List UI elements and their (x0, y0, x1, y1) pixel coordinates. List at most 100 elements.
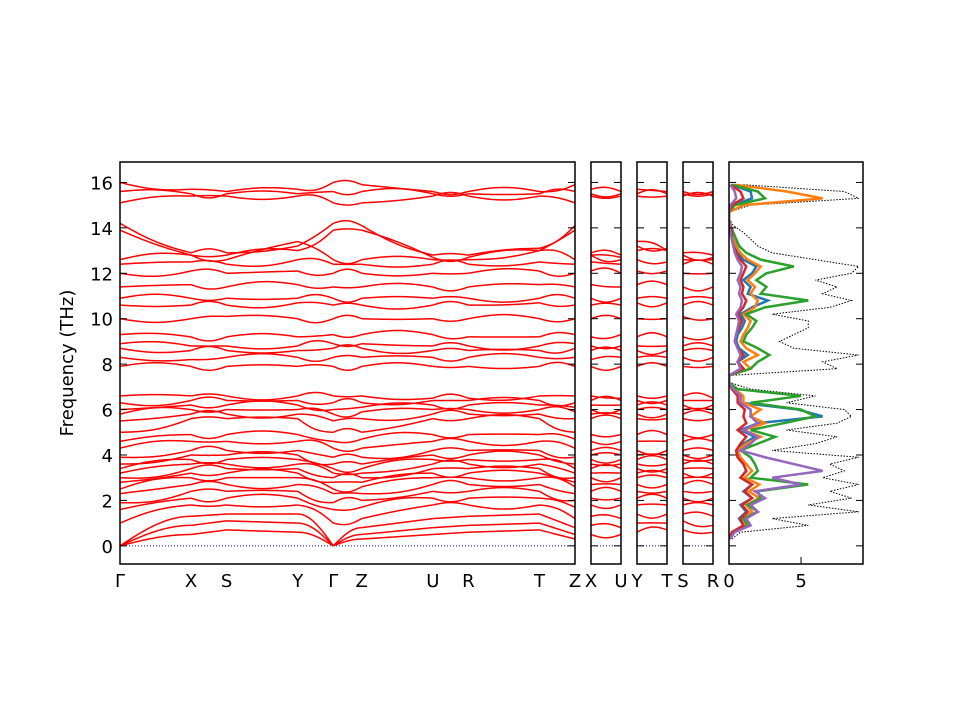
band-curve (468, 401, 540, 406)
band-curve (468, 193, 540, 196)
band-curve (226, 430, 298, 436)
band-curve (637, 395, 667, 400)
band-curve (226, 413, 298, 419)
band-curve (120, 454, 192, 465)
band-curve (120, 504, 192, 524)
band-curve (190, 315, 227, 320)
band-curve (432, 286, 469, 292)
band-curve (637, 355, 667, 359)
x-tick-label: Γ (115, 571, 125, 592)
band-curve (297, 467, 334, 479)
band-curve (226, 332, 298, 338)
band-curve (468, 249, 540, 261)
band-curve (683, 458, 713, 462)
band-curve (332, 365, 363, 372)
band-curve (468, 313, 540, 320)
band-curve (120, 404, 192, 411)
band-curve (361, 295, 433, 300)
band-curve (361, 533, 433, 540)
band-curve (637, 195, 667, 198)
band-curve (190, 336, 227, 342)
band-curve (226, 240, 298, 261)
band-curve (226, 489, 298, 493)
band-curve (226, 258, 298, 268)
band-curve (539, 449, 575, 459)
band-curve (332, 533, 362, 547)
band-curve (333, 406, 362, 411)
band-curve (361, 413, 433, 422)
band-curve (591, 433, 621, 438)
band-curve (333, 354, 362, 359)
band-curve (683, 251, 713, 256)
band-curve (120, 361, 192, 368)
band-curve (539, 261, 575, 265)
band-curve (432, 472, 469, 478)
band-curve (683, 479, 713, 486)
band-curve (226, 416, 298, 420)
band-curve (468, 458, 540, 462)
band-curve (637, 469, 667, 474)
band-curve (432, 515, 469, 520)
band-curve (432, 190, 469, 196)
band-curve (591, 483, 621, 486)
band-curve (190, 248, 227, 254)
band-curve (226, 297, 298, 301)
band-curve (637, 454, 667, 461)
band-curve (683, 501, 713, 506)
band-curve (539, 413, 575, 420)
band-curve (637, 483, 667, 489)
band-panel-frame (119, 161, 576, 565)
band-curve (120, 332, 192, 338)
y-tick-label: 14 (90, 219, 113, 240)
band-curve (190, 283, 227, 290)
band-curve (120, 270, 192, 278)
dos-x-tick-label: 0 (723, 571, 734, 592)
band-curve (190, 193, 227, 199)
band-curve (297, 472, 334, 484)
band-curve (120, 524, 192, 547)
band-curve (190, 408, 227, 413)
band-curve (297, 229, 334, 252)
band-curve (190, 365, 227, 371)
band-curve (191, 513, 227, 518)
band-curves-main (120, 179, 575, 547)
band-curve (468, 440, 540, 447)
band-curve (361, 195, 433, 204)
band-curve (361, 504, 433, 520)
band-curve (190, 345, 227, 352)
band-curve (226, 449, 298, 455)
band-curve (539, 341, 575, 347)
y-tick-label: 12 (90, 264, 113, 285)
band-curve (297, 257, 334, 265)
band-curve (332, 297, 363, 303)
band-curve (591, 267, 621, 274)
band-curve (683, 392, 713, 399)
band-curve (226, 270, 298, 275)
band-curve (539, 195, 575, 204)
band-curve (191, 188, 227, 193)
band-curve (432, 524, 469, 529)
band-curve (120, 261, 192, 265)
band-curve (190, 404, 227, 409)
band-curve (297, 270, 334, 277)
band-curve (297, 433, 334, 443)
band-curve (432, 437, 469, 443)
band-curves-panel-4 (683, 190, 713, 535)
x-tick-label: Z (356, 571, 368, 592)
band-curve (637, 245, 667, 252)
band-curve (432, 341, 469, 347)
band-curve (539, 440, 575, 449)
x-tick-label: T (533, 571, 546, 592)
band-curve (226, 399, 298, 402)
band-curve (683, 433, 713, 439)
band-curve (333, 202, 362, 206)
band-curve (539, 317, 575, 323)
band-curve (190, 416, 227, 420)
band-curve (683, 490, 713, 494)
band-curve (361, 431, 433, 440)
band-curve (683, 190, 713, 196)
band-curve (226, 353, 298, 359)
band-curve (297, 347, 334, 352)
band-curve (432, 393, 469, 399)
band-curve (637, 449, 667, 456)
